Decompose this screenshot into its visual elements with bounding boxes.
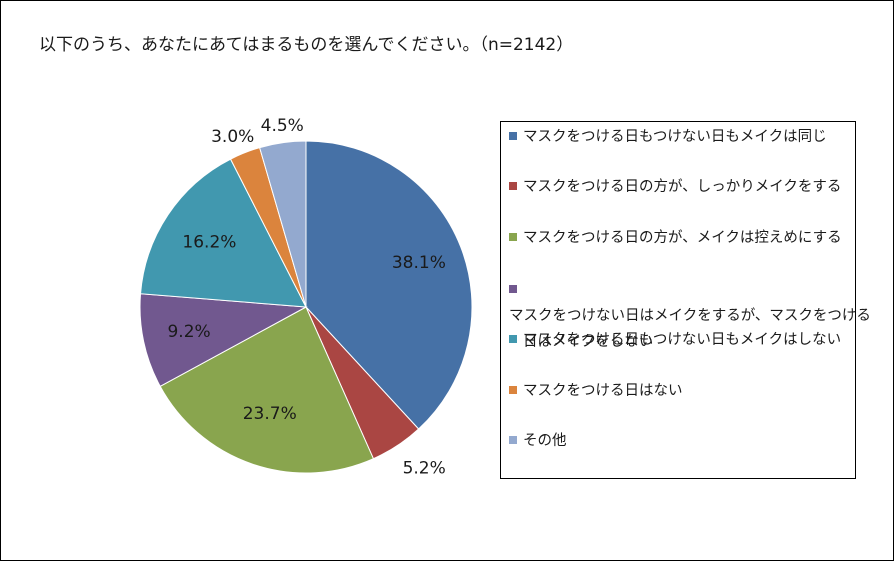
legend-item: マスクをつける日の方が、しっかりメイクをする <box>509 174 851 200</box>
legend-label: マスクをつける日もつけない日もメイクは同じ <box>523 129 827 145</box>
legend-label: マスクをつける日はない <box>523 383 683 399</box>
slice-data-label: 23.7% <box>243 404 297 424</box>
slice-data-label: 16.2% <box>182 232 236 252</box>
legend-swatch <box>509 335 517 343</box>
legend-swatch <box>509 182 517 190</box>
legend-label: マスクをつける日の方が、メイクは控えめにする <box>523 230 842 246</box>
slice-data-label: 3.0% <box>211 127 254 147</box>
slice-data-label: 38.1% <box>392 253 446 273</box>
pie-slice <box>305 140 473 430</box>
pie-slice <box>159 306 375 474</box>
legend-swatch <box>509 386 517 394</box>
legend-label: マスクをつける日もつけない日もメイクはしない <box>523 332 842 348</box>
pie-slice <box>139 158 307 308</box>
legend-swatch <box>509 132 517 140</box>
legend-label: その他 <box>523 433 567 449</box>
legend-item: マスクをつける日もつけない日もメイクはしない <box>509 327 851 353</box>
legend-item: マスクをつけない日はメイクをするが、マスクをつける 日はメイクをしない <box>509 277 871 355</box>
pie-slice <box>259 140 307 308</box>
slice-data-label: 4.5% <box>261 116 304 136</box>
chart-title: 以下のうち、あなたにあてはまるものを選んでください。（n=2142） <box>39 35 574 55</box>
legend-swatch <box>509 436 517 444</box>
legend-swatch <box>509 233 517 241</box>
legend-item: その他 <box>509 428 851 454</box>
slice-data-label: 9.2% <box>167 322 210 342</box>
legend-label: マスクをつける日の方が、しっかりメイクをする <box>523 179 842 195</box>
legend-swatch <box>509 285 517 293</box>
slice-data-label: 5.2% <box>403 458 446 478</box>
legend-item: マスクをつける日はない <box>509 378 851 404</box>
legend-label-continued: 日はメイクをしない <box>523 334 654 350</box>
legend-label: マスクをつけない日はメイクをするが、マスクをつける <box>509 308 871 324</box>
legend: マスクをつける日もつけない日もメイクは同じ マスクをつける日の方が、しっかりメイ… <box>500 121 871 479</box>
legend-item: マスクをつける日もつけない日もメイクは同じ <box>509 124 851 150</box>
legend-item: マスクをつける日の方が、メイクは控えめにする <box>509 225 851 251</box>
pie-slice <box>139 293 308 388</box>
